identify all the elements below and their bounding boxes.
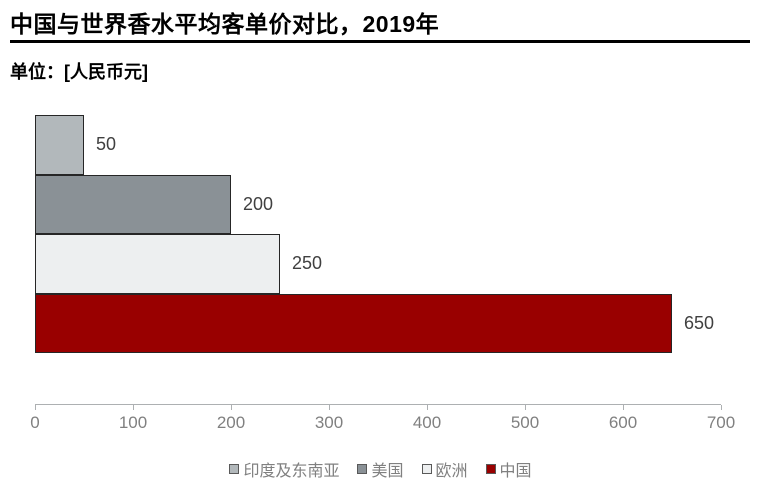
legend-item-usa: 美国	[357, 457, 404, 481]
x-axis-tick-label: 400	[412, 413, 442, 432]
bar-value-label-china: 650	[683, 312, 715, 333]
legend-swatch-europe	[421, 464, 432, 474]
page-title: 中国与世界香水平均客单价对比，2019年	[10, 11, 440, 37]
legend-item-china: 中国	[485, 457, 532, 481]
bar-usa	[35, 174, 231, 234]
legend-item-europe: 欧洲	[421, 457, 468, 481]
x-axis-tick-mark	[329, 405, 330, 410]
bar-china	[35, 293, 672, 353]
legend-label-europe: 欧洲	[435, 463, 468, 480]
x-axis-tick-mark	[35, 405, 36, 410]
x-axis-tick-mark	[525, 405, 526, 410]
legend-label-china: 中国	[499, 463, 532, 480]
x-axis-tick-label: 500	[510, 413, 540, 432]
bar-row-india-southeast-asia: 50	[35, 115, 721, 175]
bar-row-usa: 200	[35, 174, 721, 234]
legend-swatch-china	[485, 464, 496, 474]
bar-value-label-usa: 200	[243, 193, 274, 214]
x-axis-tick-mark	[231, 405, 232, 410]
legend-label-india-southeast-asia: 印度及东南亚	[243, 463, 340, 480]
unit-label: 单位：[人民币元]	[10, 62, 148, 82]
x-axis-tick-label: 0	[30, 413, 40, 432]
legend-item-india-southeast-asia: 印度及东南亚	[229, 457, 339, 481]
x-axis-tick-label: 100	[118, 413, 148, 432]
x-axis-tick-mark	[133, 405, 134, 410]
title-divider	[10, 40, 750, 43]
x-axis-tick-label: 200	[216, 413, 246, 432]
bar-value-label-india-southeast-asia: 50	[96, 134, 117, 155]
x-axis: 0 100 200 300 400 500 600 700	[30, 404, 735, 432]
x-axis-tick-label: 600	[608, 413, 638, 432]
legend-swatch-usa	[357, 464, 368, 474]
x-axis-tick-label: 300	[314, 413, 344, 432]
x-axis-tick-mark	[427, 405, 428, 410]
bar-value-label-europe: 250	[292, 253, 323, 274]
x-axis-tick-mark	[721, 405, 722, 410]
bar-row-china: 650	[35, 293, 721, 353]
x-axis-tick-label: 700	[706, 413, 736, 432]
legend-swatch-india-southeast-asia	[229, 464, 240, 474]
bar-india-southeast-asia	[35, 115, 84, 175]
bar-europe	[35, 234, 280, 294]
x-axis-tick-mark	[623, 405, 624, 410]
bar-chart-plot-area: 50 200 250 650	[35, 115, 721, 353]
bar-row-europe: 250	[35, 234, 721, 294]
chart-legend: 印度及东南亚 美国 欧洲 中国	[0, 457, 761, 481]
legend-label-usa: 美国	[371, 463, 404, 480]
